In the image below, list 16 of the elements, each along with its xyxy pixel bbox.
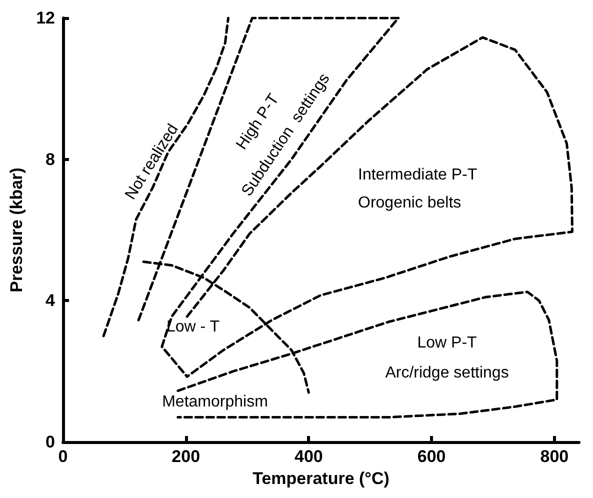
- x-tick-label: 800: [540, 447, 569, 466]
- x-axis-title: Temperature (°C): [252, 468, 390, 488]
- y-tick-label: 8: [46, 150, 55, 169]
- x-tick-label: 600: [417, 447, 446, 466]
- y-tick-label: 4: [46, 291, 56, 310]
- annotation: Arc/ridge settings: [385, 364, 509, 382]
- y-axis-title: Pressure (kbar): [7, 168, 26, 292]
- annotation: Metamorphism: [162, 394, 268, 410]
- y-tick-label: 12: [36, 8, 55, 28]
- x-tick-label: 400: [294, 447, 323, 466]
- annotation: Intermediate P-T: [358, 166, 478, 184]
- y-tick-label: 0: [46, 432, 55, 452]
- x-tick-label: 0: [58, 447, 68, 466]
- x-tick-label: 200: [172, 447, 200, 466]
- annotation: Orogenic belts: [358, 194, 462, 212]
- annotation: Low P-T: [417, 334, 478, 352]
